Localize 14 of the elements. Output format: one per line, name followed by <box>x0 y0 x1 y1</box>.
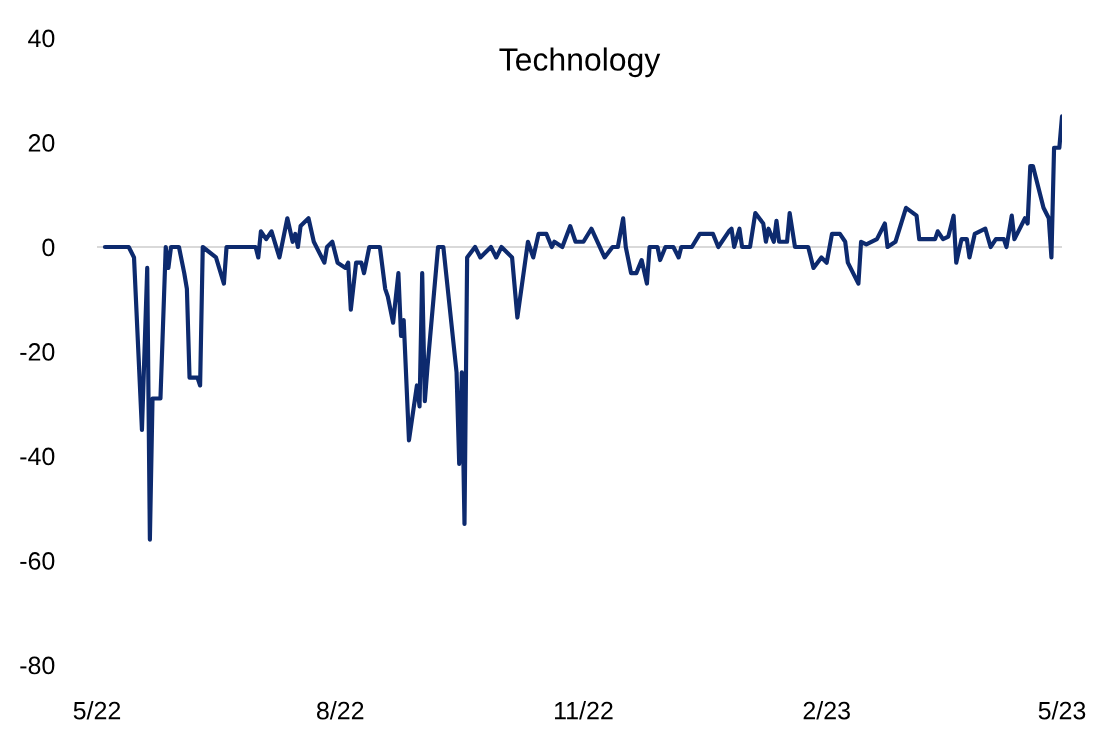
line-series <box>102 114 1062 542</box>
y-tick-label: 40 <box>28 29 55 48</box>
y-tick-label: 0 <box>42 238 55 257</box>
chart-title: Technology <box>499 47 661 78</box>
y-tick-label: -40 <box>20 447 55 466</box>
y-tick-label: 20 <box>28 134 55 152</box>
x-tick-label: 8/22 <box>316 701 364 720</box>
x-tick-label: 11/22 <box>555 701 613 720</box>
y-tick-label: -80 <box>20 656 55 675</box>
x-tick-label: 2/23 <box>803 701 850 720</box>
y-tick-label: -60 <box>20 552 55 570</box>
y-tick-label: -20 <box>20 343 55 361</box>
x-tick-label: 5/23 <box>1038 701 1086 720</box>
x-tick-label: 5/22 <box>73 701 121 720</box>
